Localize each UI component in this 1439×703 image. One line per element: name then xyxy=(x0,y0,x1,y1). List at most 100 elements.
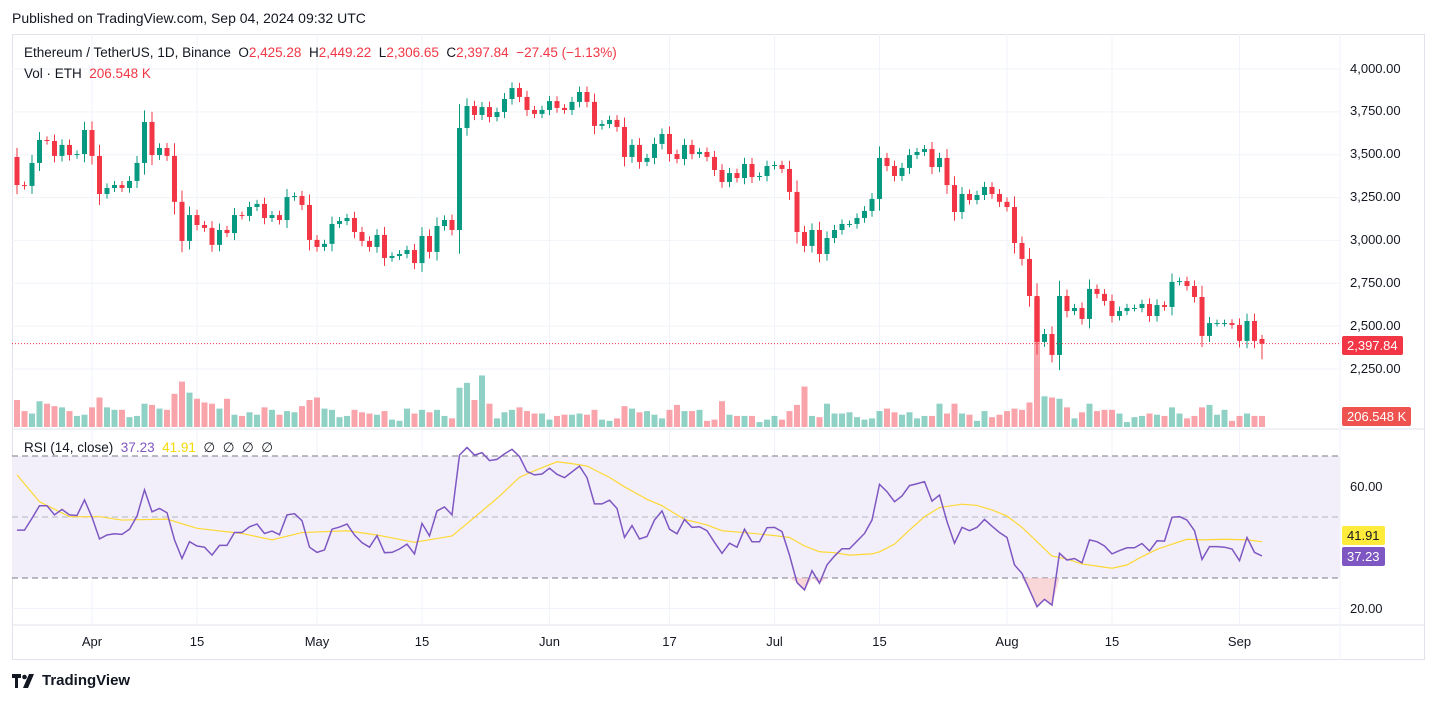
volume-bar xyxy=(404,408,410,427)
volume-bar xyxy=(539,413,545,427)
candle-body xyxy=(682,144,687,159)
volume-bar xyxy=(194,398,200,427)
candle-body xyxy=(869,198,875,211)
empty-value: ∅ xyxy=(203,440,216,455)
volume-bar xyxy=(1064,407,1070,427)
volume-bar xyxy=(494,418,500,427)
volume-bar xyxy=(1056,398,1063,427)
candle-body xyxy=(1244,321,1250,341)
candle-body xyxy=(517,88,522,97)
volume-bar xyxy=(1199,407,1205,427)
volume-bar xyxy=(291,412,298,427)
symbol-legend[interactable]: Ethereum / TetherUS, 1D, Binance O2,425.… xyxy=(24,45,617,60)
time-tick: May xyxy=(304,634,330,649)
rsi-label: RSI (14, close) xyxy=(24,440,114,455)
rsi-ma-value: 41.91 xyxy=(162,440,196,455)
volume-bar xyxy=(134,415,140,427)
candle-body xyxy=(277,215,282,221)
volume-bar xyxy=(1041,396,1048,427)
volume-bar xyxy=(81,414,88,427)
volume-bar xyxy=(366,413,373,427)
volume-bar xyxy=(1086,403,1093,427)
volume-bar xyxy=(1251,415,1258,427)
volume-bar xyxy=(269,409,275,427)
candle-body xyxy=(719,169,725,182)
volume-bars xyxy=(14,297,1265,427)
volume-bar xyxy=(824,403,830,427)
volume-bar xyxy=(486,403,493,427)
candle-body xyxy=(307,204,312,240)
candle-body xyxy=(974,195,980,200)
volume-bar xyxy=(1259,415,1265,427)
volume-legend[interactable]: Vol · ETH 206.548 K xyxy=(24,66,151,81)
rsi-lines xyxy=(16,446,1263,608)
candle-body xyxy=(959,193,965,212)
volume-bar xyxy=(44,403,50,427)
candle-body xyxy=(997,193,1002,202)
candle-body xyxy=(1042,334,1047,342)
low-label: L xyxy=(378,45,387,60)
volume-bar xyxy=(89,407,95,427)
candle-body xyxy=(172,155,177,202)
volume-bar xyxy=(1229,420,1235,427)
volume-bar xyxy=(989,417,995,427)
volume-bar xyxy=(396,420,403,427)
candle-body xyxy=(1132,307,1137,309)
oversold-fill xyxy=(1022,578,1060,607)
volume-bar xyxy=(509,409,515,427)
volume-bar xyxy=(1049,397,1055,427)
volume-bar xyxy=(1124,422,1130,427)
candle-body xyxy=(487,107,492,117)
time-tick: Jun xyxy=(539,634,560,649)
volume-bar xyxy=(629,408,635,427)
candle-body xyxy=(412,250,417,264)
volume-bar xyxy=(111,409,118,427)
candle-body xyxy=(989,186,995,194)
volume-bar xyxy=(876,411,883,427)
candle-body xyxy=(1117,311,1122,317)
candle-body xyxy=(314,239,320,247)
rsi-badge: 37.23 xyxy=(1342,547,1385,566)
candle-body xyxy=(179,201,185,241)
candle-body xyxy=(389,256,395,258)
volume-bar xyxy=(276,414,283,427)
candle-body xyxy=(254,203,260,207)
last-price-badge: 2,397.84 xyxy=(1342,336,1403,355)
change-value: −27.45 (−1.13%) xyxy=(516,45,617,60)
volume-bar xyxy=(756,422,763,427)
volume-bar xyxy=(1176,413,1183,427)
volume-bar xyxy=(1184,418,1190,427)
time-tick: 15 xyxy=(189,634,205,649)
tradingview-icon xyxy=(12,673,34,688)
volume-bar xyxy=(254,414,260,427)
close-label: C xyxy=(446,45,457,60)
candle-body xyxy=(734,173,740,179)
volume-bar xyxy=(711,419,718,427)
candle-body xyxy=(89,130,95,156)
volume-bar xyxy=(126,417,133,427)
time-tick: 17 xyxy=(662,634,677,649)
candle-body xyxy=(404,250,410,254)
volume-bar xyxy=(74,415,80,427)
candle-body xyxy=(569,101,575,110)
volume-bar xyxy=(359,412,365,427)
candle-body xyxy=(884,157,890,167)
last-volume-badge: 206.548 K xyxy=(1342,407,1412,426)
candle-body xyxy=(104,187,110,194)
candle-body xyxy=(1079,307,1085,319)
volume-bar xyxy=(1161,415,1168,427)
candle-body xyxy=(239,215,245,217)
volume-bar xyxy=(584,414,590,427)
candle-body xyxy=(877,157,882,199)
candle-body xyxy=(59,144,65,156)
volume-bar xyxy=(156,408,163,427)
volume-bar xyxy=(434,409,440,427)
candle-body xyxy=(667,133,672,155)
candle-body xyxy=(614,119,620,127)
rsi-legend[interactable]: RSI (14, close) 37.23 41.91 ∅ ∅ ∅ ∅ xyxy=(24,440,273,456)
volume-bar xyxy=(906,412,913,427)
volume-bar xyxy=(546,419,553,427)
candle-body xyxy=(74,154,80,156)
tradingview-logo[interactable]: TradingView xyxy=(12,672,130,689)
